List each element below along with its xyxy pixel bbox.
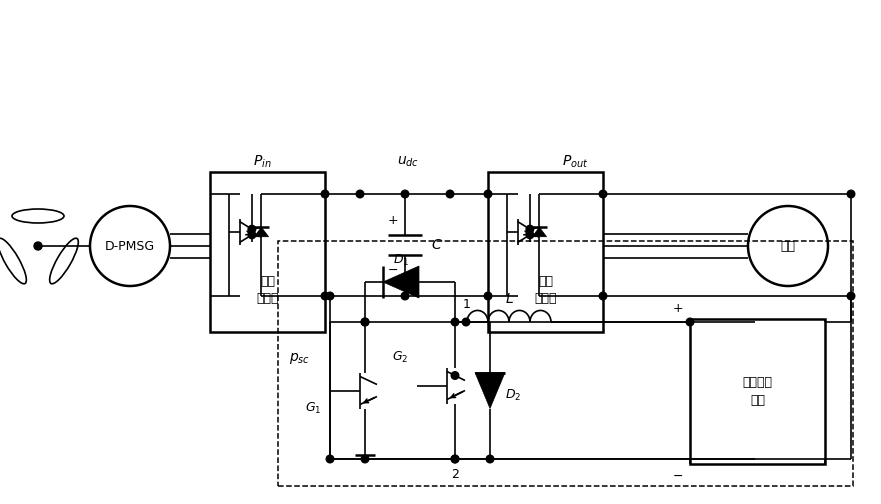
Circle shape <box>526 231 534 239</box>
Text: $P_{in}$: $P_{in}$ <box>253 154 271 170</box>
Circle shape <box>322 190 329 198</box>
Text: −: − <box>388 264 398 277</box>
Circle shape <box>848 190 855 198</box>
Circle shape <box>446 190 454 198</box>
Text: 超级电容
模块: 超级电容 模块 <box>743 376 773 407</box>
Bar <box>278 241 853 486</box>
Text: $p_{sc}$: $p_{sc}$ <box>290 351 311 366</box>
Circle shape <box>326 455 334 463</box>
Polygon shape <box>383 266 419 298</box>
Polygon shape <box>532 227 546 237</box>
Bar <box>690 319 825 464</box>
Polygon shape <box>255 227 269 237</box>
Text: 电网: 电网 <box>781 239 796 253</box>
Text: $u_{dc}$: $u_{dc}$ <box>397 155 419 169</box>
Text: D-PMSG: D-PMSG <box>105 239 155 253</box>
Text: L: L <box>505 292 513 306</box>
Circle shape <box>34 242 42 250</box>
Circle shape <box>451 455 459 463</box>
Circle shape <box>451 318 459 326</box>
Text: C: C <box>431 238 440 252</box>
Bar <box>488 172 603 332</box>
Circle shape <box>599 190 607 198</box>
Circle shape <box>401 292 409 300</box>
Circle shape <box>248 231 255 239</box>
Text: +: + <box>388 214 398 226</box>
Circle shape <box>248 225 255 233</box>
Text: +: + <box>673 302 684 316</box>
Circle shape <box>485 292 492 300</box>
Circle shape <box>401 190 409 198</box>
Circle shape <box>361 318 369 326</box>
Circle shape <box>848 292 855 300</box>
Text: $G_1$: $G_1$ <box>305 401 322 416</box>
Circle shape <box>486 455 493 463</box>
Circle shape <box>451 372 459 380</box>
Circle shape <box>686 318 694 326</box>
Text: 1: 1 <box>463 297 470 310</box>
Text: −: − <box>673 470 684 482</box>
Text: $P_{out}$: $P_{out}$ <box>562 154 589 170</box>
Circle shape <box>526 225 534 233</box>
Circle shape <box>361 455 369 463</box>
Text: 机侧
整流器: 机侧 整流器 <box>256 275 278 305</box>
Circle shape <box>451 455 459 463</box>
Polygon shape <box>475 372 505 409</box>
Circle shape <box>322 292 329 300</box>
Text: $G_2$: $G_2$ <box>392 350 408 365</box>
Bar <box>210 172 325 332</box>
Circle shape <box>361 318 369 326</box>
Text: $D_2$: $D_2$ <box>505 388 522 403</box>
Circle shape <box>485 190 492 198</box>
Circle shape <box>599 292 607 300</box>
Text: $D_1$: $D_1$ <box>393 253 409 268</box>
Text: 网侧
逆变器: 网侧 逆变器 <box>534 275 557 305</box>
Circle shape <box>463 318 470 326</box>
Circle shape <box>356 190 364 198</box>
Circle shape <box>326 292 334 300</box>
Text: 2: 2 <box>451 469 459 481</box>
